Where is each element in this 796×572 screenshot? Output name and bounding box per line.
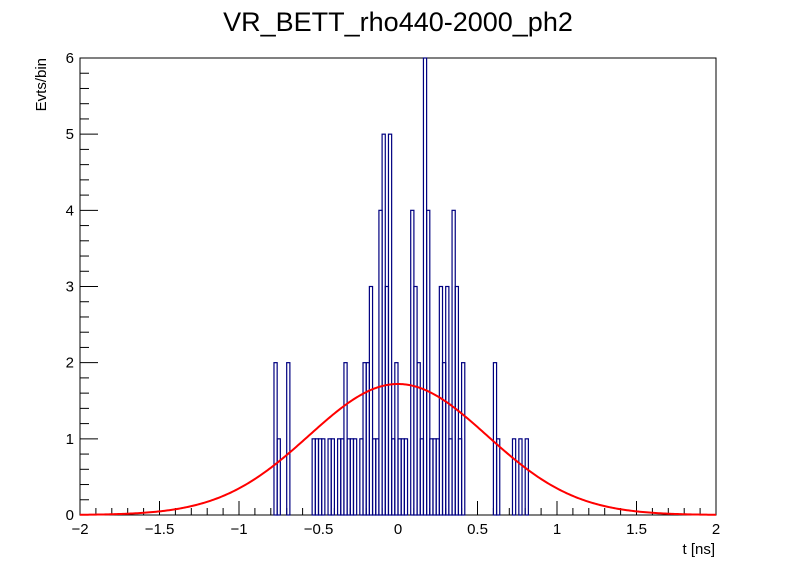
histogram-bin — [495, 438, 501, 516]
x-tick-label: 2 — [712, 521, 720, 538]
x-tick-label: 0 — [394, 521, 402, 538]
y-tick-label: 2 — [66, 355, 74, 372]
histogram-series — [273, 57, 529, 516]
x-tick-label: −2 — [71, 521, 88, 538]
plot-area: −2 −1.5 −1 −0.5 0 0.5 1 1.5 2 0 1 2 3 4 5 6 — [66, 50, 721, 538]
histogram-bin — [352, 438, 358, 516]
histogram-bin — [454, 285, 460, 516]
x-tick-label: 1.5 — [626, 521, 647, 538]
histogram-bin — [321, 438, 326, 516]
y-tick-label: 0 — [66, 507, 74, 524]
histogram-bin — [387, 133, 393, 516]
y-tick-label: 3 — [66, 279, 74, 296]
y-tick-label: 4 — [66, 202, 74, 219]
y-tick-label: 5 — [66, 126, 74, 143]
y-tick-label: 1 — [66, 431, 74, 448]
histogram-bin — [524, 438, 529, 516]
histogram-bin — [403, 438, 409, 516]
histogram-bin — [518, 438, 523, 516]
histogram-bin — [461, 362, 466, 516]
histogram-bin — [511, 438, 517, 516]
histogram-bin — [330, 438, 336, 516]
x-tick-label: −1 — [230, 521, 247, 538]
fit-curve — [79, 382, 717, 516]
x-tick-label: 1 — [553, 521, 561, 538]
x-axis-label: t [ns] — [682, 541, 715, 558]
x-tick-label: −0.5 — [304, 521, 334, 538]
y-axis-label: Evts/bin — [33, 58, 50, 111]
histogram-bin — [276, 438, 281, 516]
x-tick-label: −1.5 — [145, 521, 175, 538]
chart-title: VR_BETT_rho440-2000_ph2 — [223, 7, 573, 37]
y-tick-label: 6 — [66, 50, 74, 67]
histogram-bin — [368, 285, 374, 516]
x-tick-label: 0.5 — [467, 521, 488, 538]
histogram-bin — [426, 209, 431, 516]
histogram-bin — [286, 362, 291, 516]
